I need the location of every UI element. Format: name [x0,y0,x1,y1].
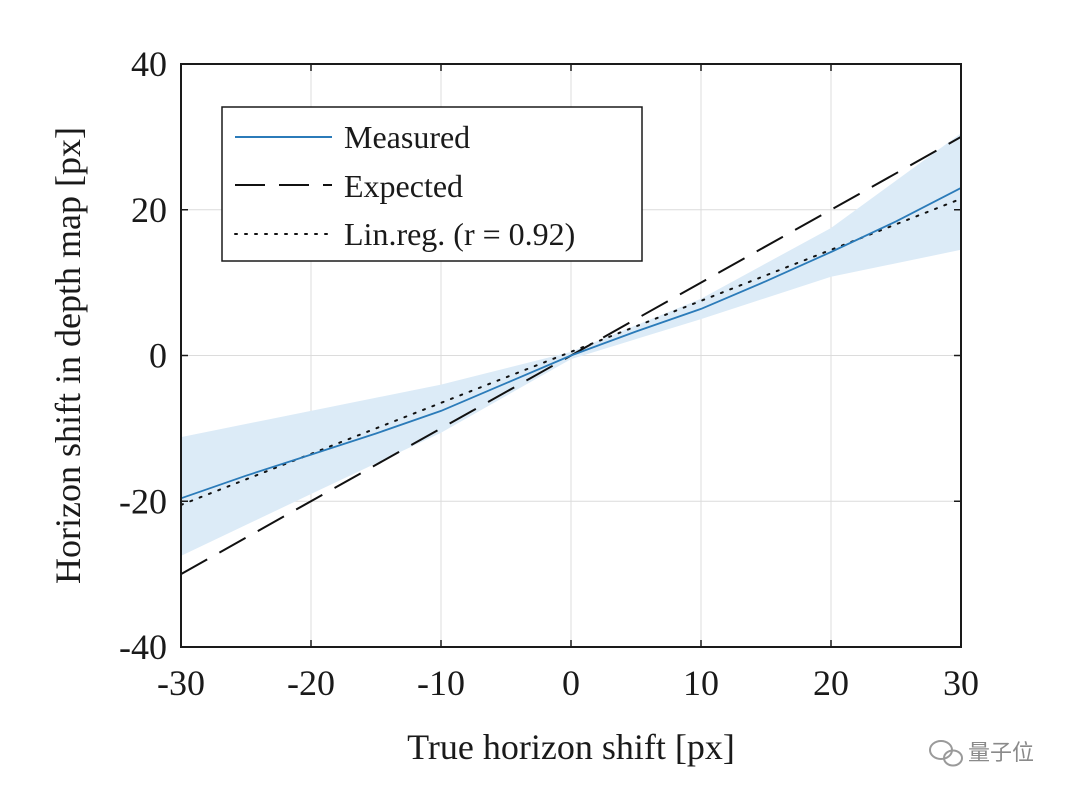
x-tick-label: -30 [157,663,205,703]
legend-label-linreg: Lin.reg. (r = 0.92) [344,216,575,252]
wechat-logo-icon [929,740,963,767]
watermark: 量子位 [929,740,1034,767]
series-layer [180,136,962,575]
y-tick-label: 0 [149,336,167,376]
legend: Measured Expected Lin.reg. (r = 0.92) [221,106,643,262]
y-tick-label: 20 [131,190,167,230]
x-tick-label: 20 [813,663,849,703]
x-axis-title: True horizon shift [px] [407,727,735,767]
legend-label-expected: Expected [344,168,463,204]
y-axis-title: Horizon shift in depth map [px] [48,127,88,584]
y-tick-label: -40 [119,627,167,667]
confidence-band [181,133,961,556]
axis-ticks: -30 -20 -10 0 10 20 30 -40 -20 0 20 40 [119,44,979,703]
watermark-text: 量子位 [968,741,1034,766]
x-tick-label: 30 [943,663,979,703]
series-line-measured [180,187,962,500]
x-tick-label: 10 [683,663,719,703]
x-tick-label: -10 [417,663,465,703]
legend-label-measured: Measured [344,119,470,155]
y-tick-label: 40 [131,44,167,84]
x-tick-label: 0 [562,663,580,703]
x-tick-label: -20 [287,663,335,703]
y-tick-label: -20 [119,481,167,521]
